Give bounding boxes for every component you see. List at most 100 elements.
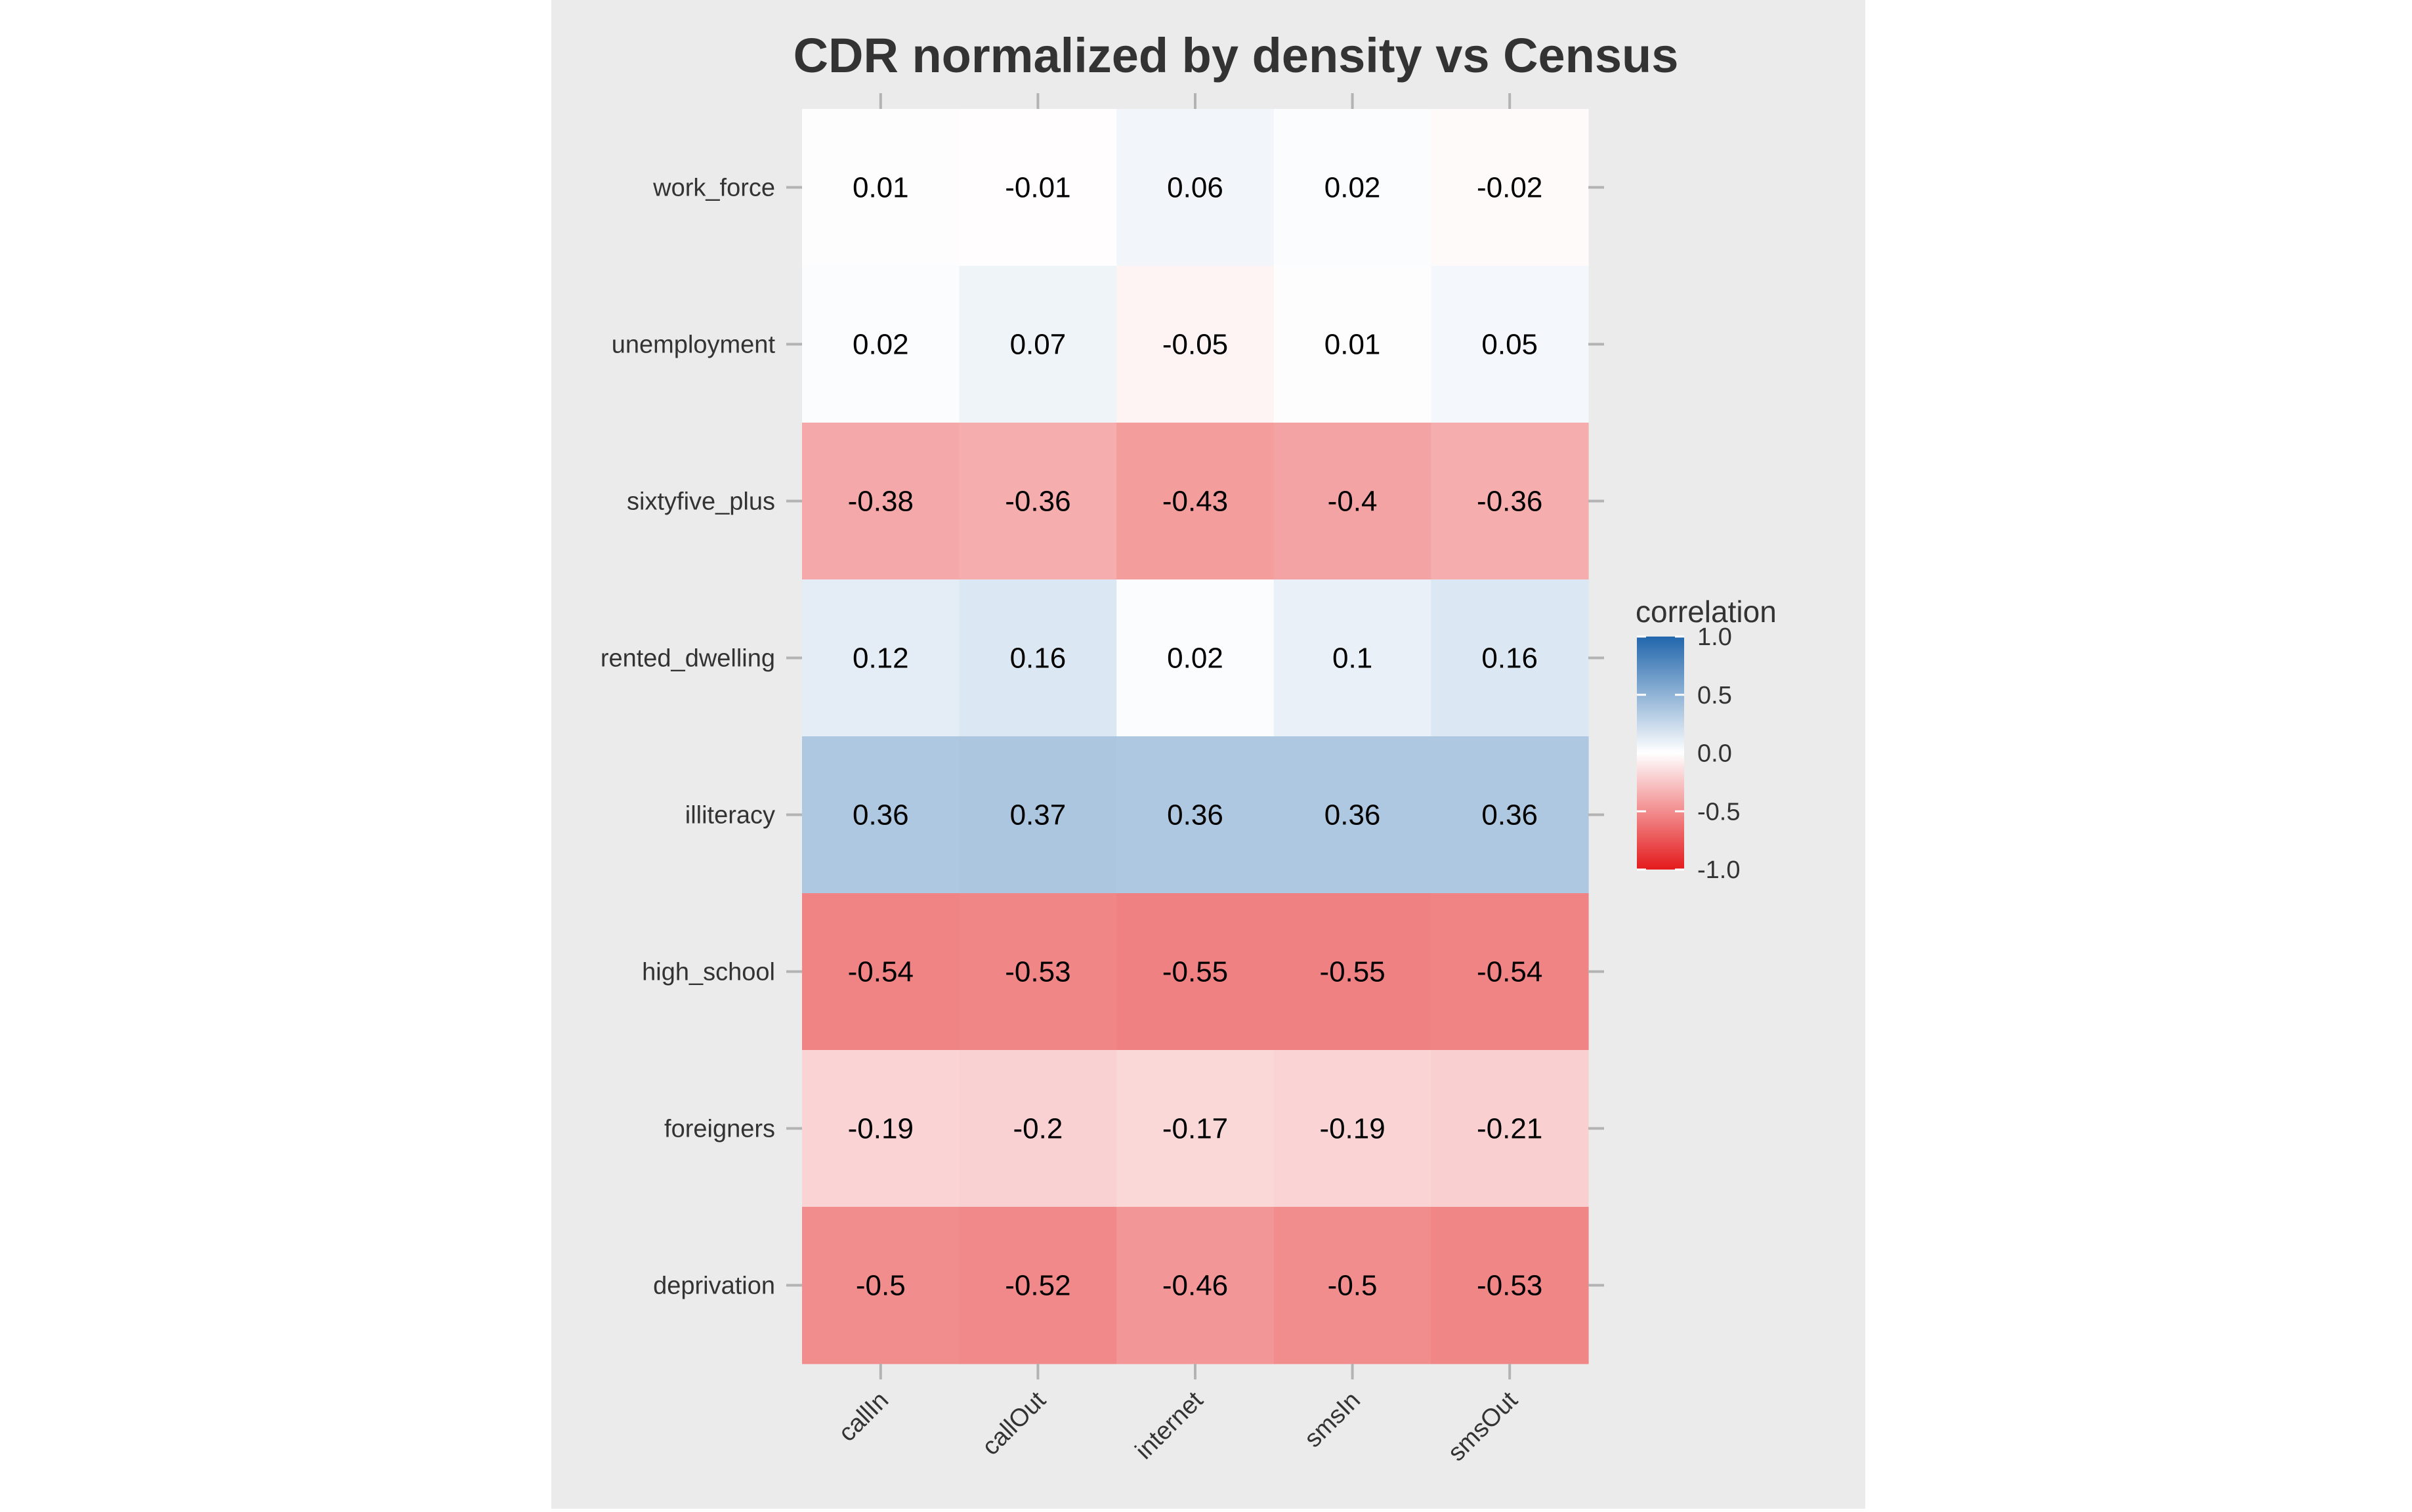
cell-value-label: 0.37	[1010, 799, 1067, 831]
legend-tick-label: -0.5	[1697, 798, 1740, 826]
y-tick-label: high_school	[642, 959, 775, 986]
heatmap-cell	[1116, 736, 1275, 894]
heatmap-cell	[1273, 579, 1431, 737]
cell-value-label: 0.05	[1481, 329, 1538, 361]
cell-value-label: 0.01	[853, 172, 909, 204]
cell-value-label: -0.4	[1328, 486, 1378, 518]
cell-value-label: -0.53	[1005, 956, 1070, 988]
cell-value-label: -0.38	[848, 486, 914, 518]
y-tick-label: foreigners	[664, 1116, 775, 1143]
heatmap-cell	[959, 423, 1117, 580]
cell-value-label: 0.1	[1332, 642, 1372, 675]
cell-value-label: 0.02	[1324, 172, 1381, 204]
heatmap-cell	[1116, 1050, 1275, 1208]
y-tick-label: rented_dwelling	[601, 645, 775, 673]
cell-value-label: -0.36	[1005, 486, 1070, 518]
cell-value-label: -0.19	[848, 1113, 914, 1145]
heatmap-cell	[959, 1050, 1117, 1208]
cell-value-label: 0.16	[1481, 642, 1538, 675]
cell-value-label: 0.02	[853, 329, 909, 361]
cell-value-label: -0.5	[856, 1270, 906, 1302]
legend-title: correlation	[1636, 595, 1777, 629]
cell-value-label: -0.52	[1005, 1270, 1070, 1302]
heatmap-cell	[802, 1207, 960, 1364]
heatmap-cell	[802, 109, 960, 266]
legend-tick-label: -1.0	[1697, 856, 1740, 884]
cell-value-label: 0.36	[1481, 799, 1538, 831]
heatmap-cell	[1431, 1207, 1589, 1364]
y-tick-label: unemployment	[612, 331, 776, 359]
heatmap-cell	[1431, 893, 1589, 1051]
heatmap-cell	[1273, 1207, 1431, 1364]
cell-value-label: 0.36	[1324, 799, 1381, 831]
heatmap-cell	[1116, 266, 1275, 423]
heatmap-cell	[1431, 266, 1589, 423]
cell-value-label: -0.19	[1319, 1113, 1385, 1145]
cell-value-label: -0.53	[1477, 1270, 1542, 1302]
cell-value-label: -0.36	[1477, 486, 1542, 518]
cell-value-label: -0.01	[1005, 172, 1070, 204]
heatmap-cell	[1116, 109, 1275, 266]
cell-value-label: -0.55	[1319, 956, 1385, 988]
cell-value-label: 0.36	[1167, 799, 1223, 831]
heatmap-cell	[959, 1207, 1117, 1364]
heatmap-cell	[1273, 893, 1431, 1051]
heatmap-cell	[802, 893, 960, 1051]
cell-value-label: -0.17	[1162, 1113, 1228, 1145]
cell-value-label: -0.5	[1328, 1270, 1378, 1302]
heatmap-cell	[1116, 423, 1275, 580]
cell-value-label: -0.55	[1162, 956, 1228, 988]
y-axis: work_force unemployment sixtyfive_plusrent…	[601, 175, 1604, 1300]
chart-title: CDR normalized by density vs Census	[793, 28, 1679, 83]
heatmap-cell	[802, 1050, 960, 1208]
cell-value-label: -0.46	[1162, 1270, 1228, 1302]
y-tick-label: illiteracy	[685, 802, 775, 830]
heatmap-cell	[959, 893, 1117, 1051]
legend-tick-label: 0.5	[1697, 682, 1732, 709]
heatmap-cell	[959, 109, 1117, 266]
legend-tick-label: 0.0	[1697, 740, 1732, 768]
heatmap-cell	[1273, 266, 1431, 423]
heatmap-cell	[1116, 579, 1275, 737]
color-legend: correlation 1.0 0.5 0.0 -0.5 -1.0	[1636, 595, 1777, 884]
legend-ticks: 1.0 0.5 0.0 -0.5 -1.0	[1637, 623, 1740, 884]
cell-value-label: -0.43	[1162, 486, 1228, 518]
heatmap-cell	[959, 736, 1117, 894]
cell-value-label: -0.54	[848, 956, 914, 988]
heatmap-cell	[1431, 423, 1589, 580]
heatmap-cell	[1273, 423, 1431, 580]
cell-value-label: 0.36	[853, 799, 909, 831]
heatmap-cell	[1431, 736, 1589, 894]
y-tick-label: sixtyfive_plus	[627, 488, 775, 516]
heatmap-cells: 0.01 -0.01 0.06 0.02 -0.02 0.02 0.07 -0.05 0.01 0…	[802, 109, 1589, 1364]
cell-value-label: 0.12	[853, 642, 909, 675]
cell-value-label: -0.54	[1477, 956, 1542, 988]
legend-tick-label: 1.0	[1697, 623, 1732, 651]
heatmap-cell	[1273, 1050, 1431, 1208]
heatmap-cell	[1273, 109, 1431, 266]
y-tick-label: work_force	[652, 175, 775, 202]
heatmap-cell	[959, 266, 1117, 423]
heatmap-cell	[1431, 579, 1589, 737]
cell-value-label: 0.07	[1010, 329, 1067, 361]
cell-value-label: -0.21	[1477, 1113, 1542, 1145]
heatmap-cell	[1431, 109, 1589, 266]
heatmap-cell	[802, 423, 960, 580]
heatmap-cell	[1116, 893, 1275, 1051]
y-tick-label: deprivation	[653, 1272, 775, 1300]
heatmap-cell	[1273, 736, 1431, 894]
cell-value-label: 0.06	[1167, 172, 1223, 204]
cell-value-label: 0.16	[1010, 642, 1067, 675]
cell-value-label: -0.02	[1477, 172, 1542, 204]
heatmap-cell	[1431, 1050, 1589, 1208]
heatmap-cell	[1116, 1207, 1275, 1364]
cell-value-label: -0.05	[1162, 329, 1228, 361]
heatmap-cell	[802, 266, 960, 423]
cell-value-label: 0.01	[1324, 329, 1381, 361]
cell-value-label: 0.02	[1167, 642, 1223, 675]
cell-value-label: -0.2	[1013, 1113, 1063, 1145]
heatmap-cell	[959, 579, 1117, 737]
heatmap-cell	[802, 736, 960, 894]
